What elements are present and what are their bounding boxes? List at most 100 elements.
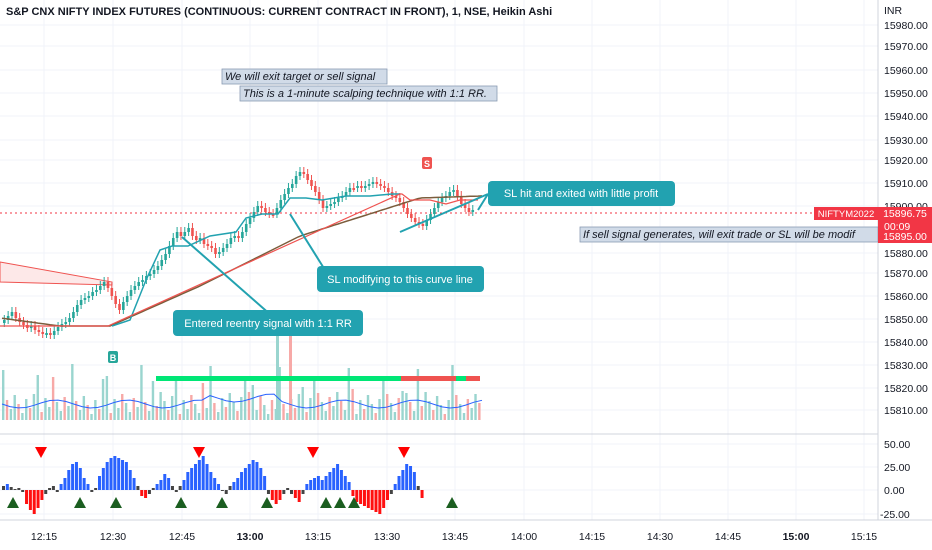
volume-bar xyxy=(197,413,201,420)
note-exit-target[interactable]: We will exit target or sell signal xyxy=(221,68,388,85)
osc-bar xyxy=(121,460,125,490)
candle xyxy=(202,238,206,244)
osc-bar xyxy=(232,482,236,490)
volume-bar xyxy=(163,401,166,420)
buy-signal-arrow xyxy=(446,497,458,508)
symbol-name: NIFTYM2022 xyxy=(818,209,875,220)
candle xyxy=(348,188,352,192)
volume-bar xyxy=(324,411,327,420)
volume-bar xyxy=(144,402,147,420)
volume-bar xyxy=(278,367,281,420)
candle xyxy=(118,304,121,310)
volume-bar xyxy=(2,370,5,420)
osc-bar xyxy=(5,484,9,490)
candle xyxy=(75,305,79,312)
price-axis-tick: 15920.00 xyxy=(884,155,928,167)
candle xyxy=(383,186,386,188)
volume-bar xyxy=(393,412,397,420)
callout-pointer-sl-hit xyxy=(399,193,489,233)
candle xyxy=(344,192,348,196)
osc-bar xyxy=(255,462,259,490)
osc-bar xyxy=(67,470,71,490)
candle xyxy=(187,228,190,232)
note-scalping[interactable]: This is a 1-minute scalping technique wi… xyxy=(239,85,498,102)
osc-bar xyxy=(243,468,247,490)
osc-bar xyxy=(163,474,167,490)
oscillator-axis[interactable]: 50.00 25.00 0.00 -25.00 xyxy=(880,439,910,521)
buy-signal-arrow xyxy=(110,497,122,508)
osc-bar xyxy=(186,472,190,490)
candle xyxy=(421,224,425,226)
candle xyxy=(248,218,252,224)
candle xyxy=(156,266,160,270)
buy-marker[interactable]: B xyxy=(108,351,118,363)
last-price: 15896.75 xyxy=(883,208,927,220)
candle xyxy=(452,190,455,192)
note-sell-signal[interactable]: If sell signal generates, will exit trad… xyxy=(579,226,879,243)
volume-bar xyxy=(347,368,350,420)
candle xyxy=(125,296,129,302)
osc-bar xyxy=(386,490,389,500)
callout-sl-mod[interactable]: SL modifying to this curve line xyxy=(317,266,484,292)
volume-bar xyxy=(151,381,155,420)
volume-bar xyxy=(186,409,189,420)
candle xyxy=(233,236,236,238)
candle xyxy=(22,322,25,325)
osc-bar xyxy=(251,460,255,490)
volume-bar xyxy=(5,400,9,420)
osc-bar xyxy=(190,468,194,490)
candle xyxy=(214,248,217,254)
volume-bar xyxy=(309,398,312,420)
candle xyxy=(45,333,48,335)
volume-bar xyxy=(140,365,143,420)
volume-bar xyxy=(220,398,224,420)
candle xyxy=(37,330,41,332)
osc-bar xyxy=(213,478,217,490)
sell-marker[interactable]: S xyxy=(422,157,432,169)
osc-bar xyxy=(228,486,232,490)
buy-signal-arrow xyxy=(348,497,360,508)
osc-bar xyxy=(113,456,117,490)
callout-sl-hit-text: SL hit and exited with little profit xyxy=(504,188,658,200)
volume-bar xyxy=(201,383,205,420)
volume-bar xyxy=(159,392,162,420)
candle xyxy=(321,200,325,208)
osc-bar xyxy=(25,490,29,504)
candle xyxy=(356,186,359,188)
volume-bar xyxy=(240,397,243,420)
osc-bar xyxy=(13,489,17,490)
volume-bar xyxy=(447,400,450,420)
volume-bar xyxy=(320,402,324,420)
volume-bar xyxy=(289,318,292,420)
time-axis[interactable]: 12:15 12:30 12:45 13:00 13:15 13:30 13:45 14:00… xyxy=(31,531,877,543)
osc-axis-tick: 0.00 xyxy=(884,485,905,497)
time-axis-tick: 13:15 xyxy=(305,531,331,543)
callout-sl-hit[interactable]: SL hit and exited with little profit xyxy=(488,181,675,206)
volume-bar xyxy=(247,392,251,420)
price-axis-tick: 15970.00 xyxy=(884,41,928,53)
osc-bar xyxy=(278,490,282,500)
callout-pointer-entry xyxy=(181,236,273,317)
candle xyxy=(218,252,221,254)
osc-bar xyxy=(140,490,144,496)
osc-axis-tick: 25.00 xyxy=(884,462,910,474)
osc-bar xyxy=(290,490,293,494)
candle xyxy=(29,326,33,328)
candle xyxy=(14,312,18,318)
volume-bar xyxy=(443,414,446,420)
volume-bar xyxy=(105,376,109,420)
volume-bar xyxy=(293,408,297,420)
grid xyxy=(0,0,878,520)
callout-entry[interactable]: Entered reentry signal with 1:1 RR xyxy=(173,310,363,336)
trailing-sl-red-line xyxy=(0,193,478,327)
candle xyxy=(413,218,417,222)
osc-bar xyxy=(159,480,163,490)
volume-bar xyxy=(48,407,51,420)
osc-bar xyxy=(94,488,98,490)
osc-bar xyxy=(117,458,121,490)
osc-bar xyxy=(305,484,309,490)
volume-bar xyxy=(397,398,400,420)
candle xyxy=(148,274,152,276)
osc-bar xyxy=(270,490,274,500)
